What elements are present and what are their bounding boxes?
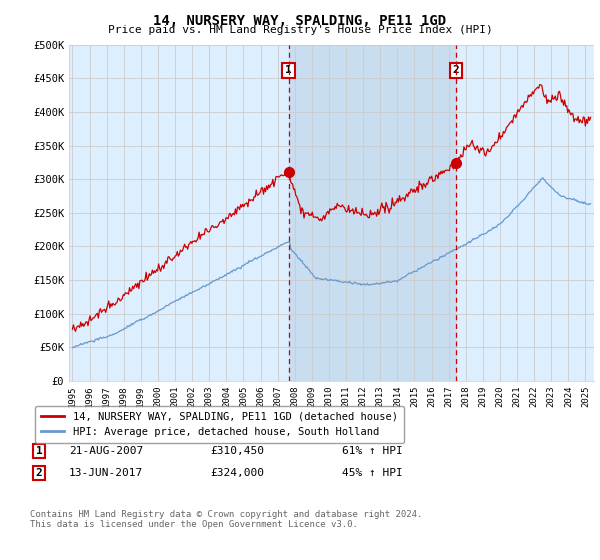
Text: £310,450: £310,450 <box>210 446 264 456</box>
Text: £324,000: £324,000 <box>210 468 264 478</box>
Text: Contains HM Land Registry data © Crown copyright and database right 2024.
This d: Contains HM Land Registry data © Crown c… <box>30 510 422 529</box>
Text: 2: 2 <box>35 468 43 478</box>
Text: 13-JUN-2017: 13-JUN-2017 <box>69 468 143 478</box>
Text: 61% ↑ HPI: 61% ↑ HPI <box>342 446 403 456</box>
Text: Price paid vs. HM Land Registry's House Price Index (HPI): Price paid vs. HM Land Registry's House … <box>107 25 493 35</box>
Bar <box>289 45 456 381</box>
Text: 1: 1 <box>35 446 43 456</box>
Text: 2: 2 <box>453 66 460 76</box>
Text: 1: 1 <box>285 66 292 76</box>
Text: 21-AUG-2007: 21-AUG-2007 <box>69 446 143 456</box>
Text: 45% ↑ HPI: 45% ↑ HPI <box>342 468 403 478</box>
Text: 14, NURSERY WAY, SPALDING, PE11 1GD: 14, NURSERY WAY, SPALDING, PE11 1GD <box>154 14 446 28</box>
Legend: 14, NURSERY WAY, SPALDING, PE11 1GD (detached house), HPI: Average price, detach: 14, NURSERY WAY, SPALDING, PE11 1GD (det… <box>35 405 404 444</box>
